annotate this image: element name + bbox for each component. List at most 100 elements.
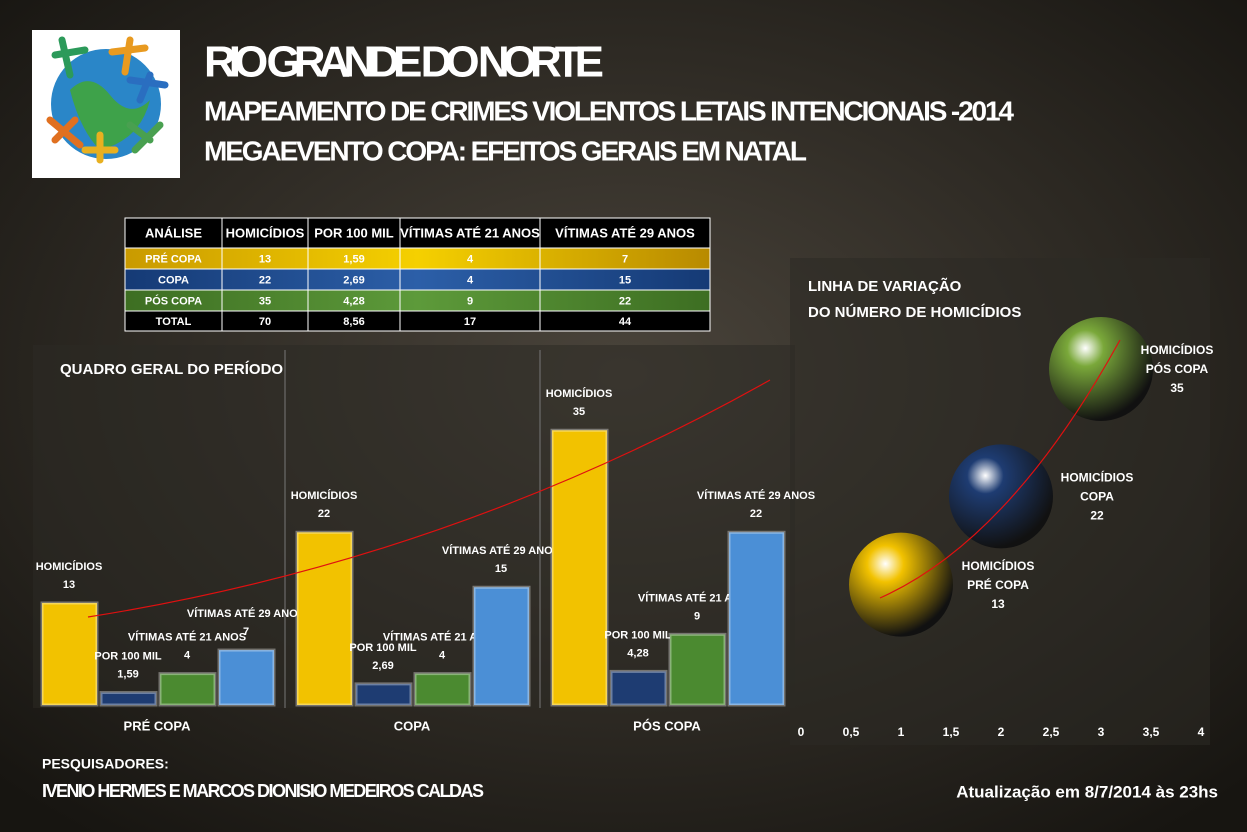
bubble — [1049, 317, 1153, 421]
table-cell: 15 — [619, 274, 631, 286]
bar-value-label: 22 — [318, 508, 330, 520]
bar-series-label: VÍTIMAS ATÉ 21 ANOS — [638, 591, 756, 604]
point-series-label: HOMICÍDIOS — [1061, 470, 1134, 485]
table-header-cell: POR 100 MIL — [314, 225, 394, 240]
bar-series-label: VÍTIMAS ATÉ 29 ANOS — [442, 544, 560, 557]
bar-series-label: HOMICÍDIOS — [291, 489, 358, 502]
x-tick-label: 1 — [898, 725, 905, 739]
point-value: 13 — [991, 597, 1005, 611]
bar-series-label: VÍTIMAS ATÉ 21 ANOS — [128, 631, 246, 644]
update-note: Atualização em 8/7/2014 às 23hs — [956, 782, 1218, 801]
table-header-cell: HOMICÍDIOS — [226, 225, 305, 240]
bar-value-label: 4 — [439, 650, 446, 662]
bar-value-label: 2,69 — [372, 660, 393, 672]
bar-series-label: POR 100 MIL — [94, 650, 162, 662]
x-tick-label: PÓS COPA — [633, 718, 701, 733]
footer-label: PESQUISADORES: — [42, 756, 169, 772]
bar-value-label: 35 — [573, 406, 585, 418]
table-cell: TOTAL — [156, 316, 192, 328]
table-cell: PRÉ COPA — [145, 252, 202, 265]
table-cell: 1,59 — [343, 253, 364, 265]
point-value: 22 — [1090, 509, 1104, 523]
table-row — [124, 310, 711, 332]
bar — [40, 601, 99, 707]
x-tick-label: COPA — [394, 718, 431, 733]
bar-series-label: VÍTIMAS ATÉ 29 ANOS — [187, 607, 305, 620]
bar — [727, 530, 786, 707]
x-tick-label: PRÉ COPA — [124, 718, 192, 733]
point-series-label: HOMICÍDIOS — [1141, 342, 1214, 357]
point-label: PÓS COPA — [1146, 361, 1209, 376]
x-tick-label: 3 — [1098, 725, 1105, 739]
bar-series-label: HOMICÍDIOS — [546, 387, 613, 400]
table-cell: 2,69 — [343, 274, 364, 286]
table-cell: 22 — [619, 295, 631, 307]
table-cell: PÓS COPA — [145, 294, 202, 307]
trend-line — [87, 379, 771, 618]
bar — [472, 585, 531, 707]
x-tick-label: 1,5 — [943, 725, 960, 739]
table-cell: 13 — [259, 253, 271, 265]
logo — [32, 30, 180, 178]
point-label: COPA — [1080, 490, 1114, 504]
point-series-label: HOMICÍDIOS — [962, 558, 1035, 573]
bar — [217, 648, 276, 707]
bar-value-label: 4,28 — [627, 647, 648, 659]
bar-value-label: 9 — [694, 610, 700, 622]
table-header-cell: VÍTIMAS ATÉ 21 ANOS — [400, 225, 540, 240]
bar — [99, 691, 158, 707]
point-label: PRÉ COPA — [967, 577, 1029, 592]
bar-value-label: 7 — [243, 626, 249, 638]
chart-title: DO NÚMERO DE HOMICÍDIOS — [808, 303, 1021, 321]
bar — [295, 530, 354, 707]
table-header-cell: ANÁLISE — [145, 225, 202, 240]
x-tick-label: 0 — [798, 725, 805, 739]
chart-title: QUADRO GERAL DO PERÍODO — [60, 361, 283, 378]
title: RIO GRANDE DO NORTE — [204, 38, 604, 87]
trend-line — [879, 339, 1121, 599]
table-cell: 4 — [467, 274, 474, 286]
table-cell: 9 — [467, 295, 473, 307]
subtitle: MAPEAMENTO DE CRIMES VIOLENTOS LETAIS IN… — [204, 95, 1014, 126]
bar-series-label: VÍTIMAS ATÉ 29 ANOS — [697, 489, 815, 502]
bar-value-label: 15 — [495, 563, 507, 575]
bar-value-label: 1,59 — [117, 668, 138, 680]
bar — [668, 632, 727, 707]
x-tick-label: 0,5 — [843, 725, 860, 739]
x-tick-label: 2,5 — [1043, 725, 1060, 739]
x-tick-label: 2 — [998, 725, 1005, 739]
subtitle: MEGAEVENTO COPA: EFEITOS GERAIS EM NATAL — [204, 135, 807, 166]
bar — [609, 669, 668, 707]
table-cell: 4,28 — [343, 295, 364, 307]
table-cell: 70 — [259, 316, 271, 328]
table-cell: 4 — [467, 253, 474, 265]
table-cell: 44 — [619, 316, 632, 328]
bar-series-label: POR 100 MIL — [349, 642, 417, 654]
bar-value-label: 4 — [184, 650, 191, 662]
bar-value-label: 13 — [63, 579, 75, 591]
bar-value-label: 22 — [750, 508, 762, 520]
chart-title: LINHA DE VARIAÇÃO — [808, 277, 962, 295]
table-header-cell: VÍTIMAS ATÉ 29 ANOS — [555, 225, 695, 240]
point-value: 35 — [1170, 381, 1184, 395]
table-cell: 8,56 — [343, 316, 364, 328]
bubble — [849, 532, 953, 637]
bar-series-label: HOMICÍDIOS — [36, 560, 103, 573]
table-cell: 7 — [622, 253, 628, 265]
bubble — [949, 444, 1053, 549]
bar — [158, 672, 217, 707]
bar-panel — [33, 345, 795, 708]
x-tick-label: 3,5 — [1143, 725, 1160, 739]
bar-series-label: VÍTIMAS ATÉ 21 ANOS — [383, 631, 501, 644]
x-tick-label: 4 — [1198, 725, 1205, 739]
table-cell: 17 — [464, 316, 476, 328]
bar — [354, 682, 413, 707]
authors: IVENIO HERMES E MARCOS DIONISIO MEDEIROS… — [42, 781, 484, 801]
table-cell: COPA — [158, 274, 189, 286]
bar — [413, 672, 472, 707]
table-cell: 35 — [259, 295, 271, 307]
bar-series-label: POR 100 MIL — [604, 629, 672, 641]
bar — [550, 428, 609, 707]
table-cell: 22 — [259, 274, 271, 286]
